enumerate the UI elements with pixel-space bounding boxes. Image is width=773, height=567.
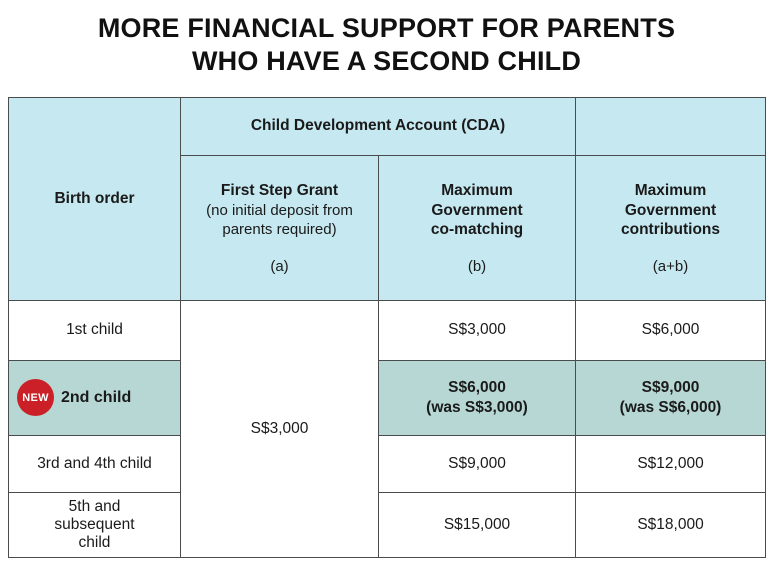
co-matching-cell: S$15,000: [377, 491, 577, 558]
contributions-cell: S$9,000 (was S$6,000): [575, 359, 767, 436]
co-matching-title: Maximum Government co-matching: [430, 182, 524, 239]
table-row-5th-subsequent-child: 5th and subsequent child S$15,000 S$18,0…: [8, 491, 767, 558]
page-title: MORE FINANCIAL SUPPORT FOR PARENTS WHO H…: [0, 12, 773, 79]
birth-order-cell: 3rd and 4th child: [8, 434, 181, 493]
co-matching-cell: S$6,000 (was S$3,000): [377, 359, 577, 436]
first-step-grant-value: S$3,000: [180, 299, 379, 558]
co-matching-key: (b): [467, 257, 487, 275]
co-matching-value: S$6,000: [448, 378, 506, 396]
table-row-1st-child: 1st child S$3,000 S$3,000 S$6,000: [8, 299, 767, 558]
contributions-key: (a+b): [652, 257, 689, 275]
contributions-note: (was S$6,000): [619, 398, 722, 416]
cda-group-header: Child Development Account (CDA): [179, 96, 577, 156]
contributions-value: S$9,000: [641, 378, 700, 396]
contributions-header: Maximum Government contributions (a+b): [575, 154, 767, 301]
co-matching-header: Maximum Government co-matching (b): [377, 154, 577, 301]
co-matching-cell: S$3,000: [377, 299, 577, 361]
co-matching-cell: S$9,000: [377, 434, 577, 493]
birth-order-cell: NEW 2nd child: [8, 359, 181, 436]
first-step-grant-header: First Step Grant (no initial deposit fro…: [180, 154, 379, 301]
first-step-grant-subtitle: (no initial deposit from parents require…: [206, 202, 353, 239]
title-line-1: MORE FINANCIAL SUPPORT FOR PARENTS: [97, 13, 676, 43]
first-step-grant-key: (a): [270, 257, 289, 275]
co-matching-note: (was S$3,000): [426, 398, 528, 416]
contributions-cell: S$18,000: [575, 491, 767, 558]
table-row-3rd-4th-child: 3rd and 4th child S$9,000 S$12,000: [8, 434, 767, 493]
birth-order-cell: 1st child: [8, 299, 181, 361]
table-row-2nd-child: NEW 2nd child S$6,000 (was S$3,000) S$9,…: [8, 359, 767, 436]
empty-header-cell: [575, 96, 767, 156]
contributions-title: Maximum Government contributions: [621, 182, 721, 239]
new-badge: NEW: [17, 379, 54, 417]
support-table: Birth order Child Development Account (C…: [8, 96, 767, 558]
contributions-cell: S$6,000: [575, 299, 767, 361]
birth-order-header: Birth order: [8, 96, 181, 301]
birth-order-cell: 5th and subsequent child: [8, 491, 181, 558]
title-line-2: WHO HAVE A SECOND CHILD: [191, 46, 582, 77]
first-step-grant-title: First Step Grant: [220, 182, 339, 199]
contributions-cell: S$12,000: [575, 434, 767, 493]
birth-order-label: 2nd child: [61, 388, 132, 406]
